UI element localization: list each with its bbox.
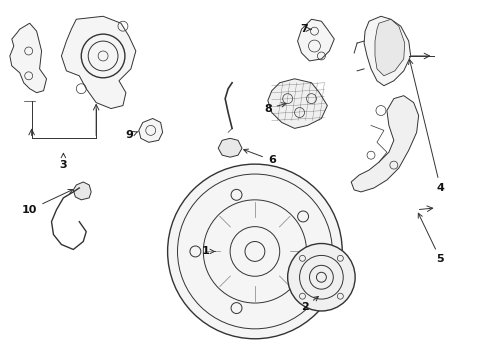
Polygon shape [350,96,418,192]
Text: 3: 3 [60,153,67,170]
Polygon shape [73,182,91,200]
Circle shape [167,164,342,339]
Text: 10: 10 [22,189,73,215]
Text: 7: 7 [300,24,310,34]
Polygon shape [61,16,136,109]
Text: 4: 4 [407,60,444,193]
Text: 1: 1 [201,247,214,256]
Polygon shape [139,118,163,142]
Polygon shape [267,79,326,129]
Text: 2: 2 [300,297,318,312]
Circle shape [287,243,354,311]
Polygon shape [297,19,334,61]
Text: 5: 5 [417,213,444,264]
Polygon shape [364,16,410,86]
Text: 9: 9 [125,130,138,140]
Text: 6: 6 [243,149,275,165]
Polygon shape [10,23,46,93]
Text: 8: 8 [264,103,285,113]
Polygon shape [218,138,242,157]
Polygon shape [374,19,404,76]
